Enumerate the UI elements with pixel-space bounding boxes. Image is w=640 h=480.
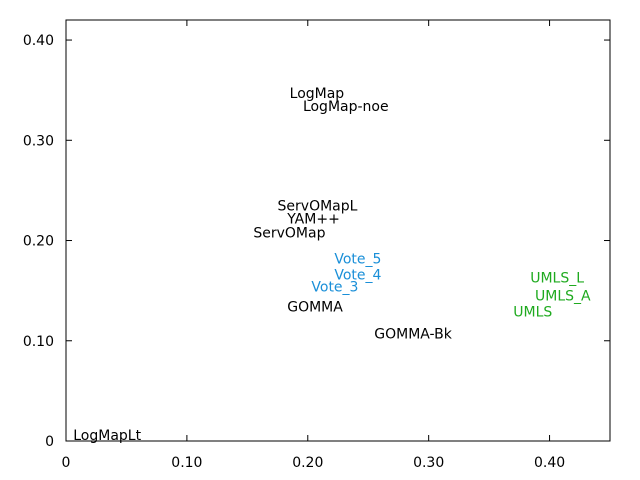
plot-frame [65, 19, 611, 442]
y-tick-label: 0.30 [23, 133, 54, 149]
point-label: ServOMap [253, 226, 325, 242]
x-tick-label: 0.40 [534, 455, 565, 471]
x-tick-label: 0.10 [171, 455, 202, 471]
y-tick-label: 0.20 [23, 234, 54, 250]
x-axis: 0 0.10 0.20 0.30 0.40 [62, 20, 565, 471]
point-label: LogMapLt [73, 428, 141, 444]
point-label: GOMMA-Bk [374, 327, 452, 343]
point-label: GOMMA [287, 300, 343, 316]
point-label: Vote_5 [334, 252, 381, 268]
point-label: YAM++ [286, 211, 340, 227]
point-label: UMLS [513, 305, 552, 321]
point-label: UMLS_L [530, 271, 584, 287]
y-axis: 0 0.10 0.20 0.30 0.40 [23, 33, 610, 450]
point-label: Vote_3 [311, 280, 358, 296]
y-tick-label: 0 [45, 434, 54, 450]
point-label: LogMap-noe [303, 99, 389, 115]
point-label: UMLS_A [535, 289, 591, 305]
y-tick-label: 0.40 [23, 33, 54, 49]
point-label: Vote_4 [334, 268, 381, 284]
y-tick-label: 0.10 [23, 334, 54, 350]
x-tick-label: 0 [62, 455, 71, 471]
point-label: LogMap [290, 86, 345, 102]
x-tick-label: 0.30 [413, 455, 444, 471]
x-tick-label: 0.20 [292, 455, 323, 471]
point-label: ServOMapL [278, 198, 358, 214]
